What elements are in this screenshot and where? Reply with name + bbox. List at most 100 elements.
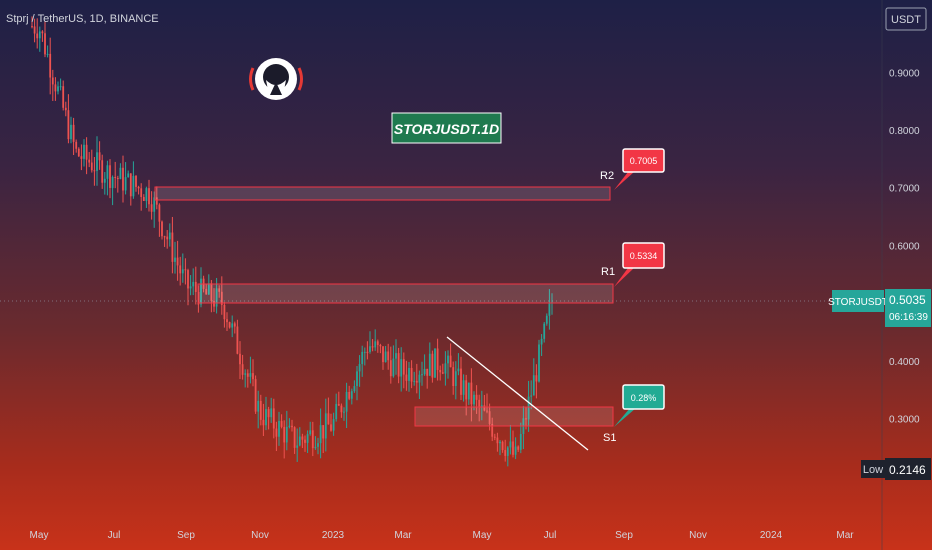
price-scale[interactable]: 0.30000.40000.50000.60000.70000.80000.90… (889, 68, 920, 425)
candle-body (389, 360, 392, 377)
candle-body (545, 315, 548, 324)
x-tick-label: Mar (836, 530, 854, 541)
r2-label: R2 (600, 170, 614, 182)
candle-body (161, 221, 163, 237)
candle-body (345, 391, 348, 412)
candle-body (460, 368, 462, 395)
candle-body (309, 430, 312, 435)
candle-body (332, 419, 335, 431)
candle-body (122, 167, 124, 191)
candle-body (501, 441, 504, 451)
candle-body (322, 425, 325, 439)
candle-body (262, 419, 265, 426)
candle-body (454, 371, 457, 387)
x-tick-label: Nov (689, 530, 707, 541)
candle-body (213, 300, 215, 307)
candle-body (535, 375, 538, 382)
candle-body (548, 303, 551, 316)
candle-body (220, 291, 223, 305)
watermark-box: STORJUSDT.1D (391, 112, 502, 144)
descending-trendline[interactable] (446, 336, 589, 451)
candle-body (267, 409, 270, 418)
candle-body (155, 197, 158, 205)
candle-body (283, 426, 286, 443)
candle-body (506, 447, 509, 456)
candle-body (405, 374, 408, 381)
candle-body (135, 175, 137, 187)
last-price-value: 0.5035 (889, 293, 926, 307)
candle-body (350, 391, 353, 399)
candle-body (431, 353, 434, 378)
candle-body (145, 188, 148, 201)
r2-callout[interactable]: 0.7005 (614, 148, 665, 190)
candle-body (361, 351, 364, 365)
candle-body (90, 162, 93, 171)
s1-callout[interactable]: 0.28% (614, 384, 665, 427)
candle-body (140, 188, 143, 198)
candle-body (519, 433, 522, 450)
candle-body (291, 425, 293, 428)
candle-body (168, 232, 171, 240)
candle-body (527, 396, 530, 420)
candle-body (475, 394, 478, 400)
candle-body (426, 368, 429, 376)
candle-body (496, 437, 499, 444)
zone-s1[interactable] (414, 406, 614, 427)
candle-body (187, 270, 189, 289)
currency-label[interactable]: USDT (885, 7, 927, 31)
candle-body (418, 374, 421, 383)
candle-body (33, 26, 36, 34)
candle-body (194, 281, 197, 292)
candle-body (517, 446, 520, 450)
candle-body (480, 405, 483, 408)
candle-body (166, 236, 169, 240)
candle-body (207, 283, 210, 295)
candle-body (317, 443, 319, 447)
candle-body (184, 269, 187, 271)
candle-body (137, 186, 140, 189)
zone-r1[interactable] (197, 283, 614, 304)
candle-body (85, 144, 88, 160)
candle-body (483, 405, 486, 411)
candle-body (36, 33, 39, 39)
zone-r2[interactable] (154, 186, 611, 201)
low-label: Low (863, 464, 883, 476)
candle-body (441, 372, 444, 374)
candle-body (280, 420, 283, 427)
candle-body (54, 84, 57, 92)
candle-body (428, 353, 431, 376)
candle-body (486, 410, 488, 412)
candle-body (465, 380, 468, 400)
candle-body (259, 400, 262, 420)
candle-body (306, 434, 309, 443)
candle-body (215, 288, 218, 307)
candle-body (452, 367, 455, 387)
candle-body (363, 351, 366, 353)
candle-body (270, 408, 273, 418)
candle-body (106, 165, 109, 179)
candle-body (337, 403, 340, 406)
candle-body (301, 436, 304, 440)
candle-body (111, 177, 114, 188)
candle-body (88, 159, 91, 163)
candle-body (114, 177, 117, 179)
r1-callout[interactable]: 0.5334 (614, 242, 665, 287)
candle-body (275, 428, 278, 437)
candle-body (348, 391, 351, 399)
candle-body (371, 346, 374, 348)
candle-body (488, 411, 491, 424)
ticker-label: STORJUSDT (828, 290, 888, 312)
candle-body (366, 351, 369, 353)
candle-body (129, 173, 132, 197)
time-axis[interactable]: May Jul Sep Nov 2023 Mar May Jul Sep Nov 2024 Mar (30, 530, 855, 541)
author-logo (249, 58, 303, 100)
candle-body (457, 368, 460, 372)
candle-body (254, 379, 257, 412)
candle-body (38, 31, 41, 39)
x-tick-label: Jul (108, 530, 121, 541)
y-tick-label: 0.7000 (889, 184, 920, 195)
countdown-text: 06:16:39 (889, 312, 928, 323)
candle-body (402, 359, 405, 375)
candle-body (369, 346, 371, 352)
